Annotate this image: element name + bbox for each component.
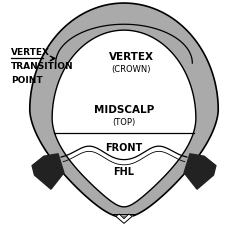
Polygon shape bbox=[32, 154, 64, 189]
Text: POINT: POINT bbox=[11, 76, 42, 85]
Text: TRANSITION: TRANSITION bbox=[11, 62, 73, 71]
Text: (TOP): (TOP) bbox=[112, 118, 136, 127]
Polygon shape bbox=[116, 214, 132, 223]
Polygon shape bbox=[30, 3, 218, 218]
Text: FHL: FHL bbox=[114, 167, 134, 177]
Text: VERTEX: VERTEX bbox=[109, 52, 154, 62]
Text: (CROWN): (CROWN) bbox=[111, 64, 151, 73]
Polygon shape bbox=[184, 154, 216, 189]
Text: FRONT: FRONT bbox=[105, 143, 143, 153]
Text: VERTEX: VERTEX bbox=[11, 48, 50, 57]
Text: MIDSCALP: MIDSCALP bbox=[94, 105, 154, 115]
Polygon shape bbox=[52, 30, 196, 207]
